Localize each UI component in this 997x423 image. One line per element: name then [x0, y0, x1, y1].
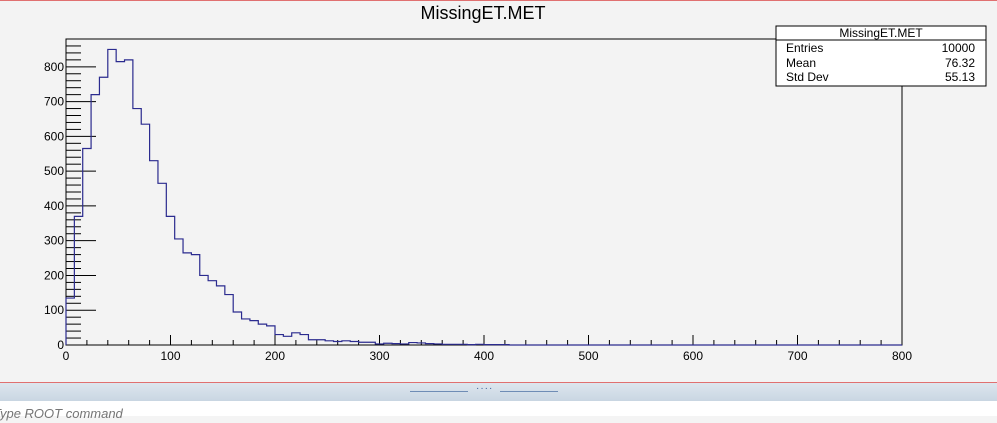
histogram-bin: [317, 340, 325, 345]
command-bar: [0, 401, 997, 416]
histogram-bin: [74, 216, 82, 345]
histogram-bin: [108, 49, 116, 345]
histogram-bin: [158, 183, 166, 345]
histogram-bin: [216, 286, 224, 345]
histogram-bin: [83, 149, 91, 345]
histogram-series: [66, 49, 902, 345]
histogram-bin: [342, 341, 350, 345]
histogram-bin: [242, 319, 250, 345]
histogram-bin: [191, 255, 199, 345]
splitter-grip-right: [500, 391, 558, 392]
histogram-bin: [200, 275, 208, 345]
y-tick-label: 800: [44, 60, 64, 74]
x-tick-label: 800: [892, 349, 912, 363]
histogram-bin: [250, 321, 258, 345]
histogram-bin: [91, 95, 99, 345]
x-tick-label: 600: [683, 349, 703, 363]
command-input[interactable]: [0, 403, 595, 423]
histogram-bin: [258, 324, 266, 345]
y-tick-label: 0: [57, 338, 64, 352]
histogram-bin: [166, 216, 174, 345]
stats-value-mean: 76.32: [945, 56, 975, 70]
x-tick-label: 400: [474, 349, 494, 363]
histogram-bin: [183, 253, 191, 345]
histogram-bin: [308, 340, 316, 345]
histogram-bin: [66, 298, 74, 345]
pane-splitter[interactable]: ····: [0, 382, 997, 402]
histogram-bin: [133, 109, 141, 345]
stats-value-entries: 10000: [942, 41, 976, 55]
stats-label-stddev: Std Dev: [786, 70, 829, 84]
chart-title: MissingET.MET: [420, 3, 545, 23]
histogram-bin: [300, 335, 308, 345]
histogram-bin: [208, 281, 216, 345]
splitter-grip-icon: ····: [476, 384, 492, 394]
x-tick-label: 700: [787, 349, 807, 363]
y-tick-label: 500: [44, 164, 64, 178]
stats-box[interactable]: MissingET.MET Entries 10000 Mean 76.32 S…: [776, 26, 986, 86]
x-tick-label: 300: [369, 349, 389, 363]
histogram-bin: [141, 124, 149, 345]
stats-value-stddev: 55.13: [945, 70, 975, 84]
histogram-bin: [225, 295, 233, 345]
x-tick-label: 100: [160, 349, 180, 363]
y-tick-label: 600: [44, 129, 64, 143]
splitter-grip-left: [410, 391, 468, 392]
histogram-bin: [292, 333, 300, 345]
histogram-bin: [267, 326, 275, 345]
histogram-bin: [150, 161, 158, 345]
stats-box-title: MissingET.MET: [839, 26, 923, 40]
stats-label-entries: Entries: [786, 41, 823, 55]
y-tick-label: 100: [44, 303, 64, 317]
histogram-bin: [325, 341, 333, 345]
histogram-bin: [116, 62, 124, 345]
y-tick-label: 400: [44, 199, 64, 213]
histogram-bin: [99, 77, 107, 345]
y-tick-label: 700: [44, 95, 64, 109]
histogram-bin: [175, 239, 183, 345]
stats-label-mean: Mean: [786, 56, 816, 70]
histogram-bin: [283, 336, 291, 345]
y-tick-label: 300: [44, 234, 64, 248]
y-tick-label: 200: [44, 268, 64, 282]
histogram-bin: [125, 60, 133, 345]
histogram-bin: [275, 335, 283, 345]
x-tick-label: 200: [265, 349, 285, 363]
x-tick-label: 500: [578, 349, 598, 363]
histogram-bin: [233, 312, 241, 345]
